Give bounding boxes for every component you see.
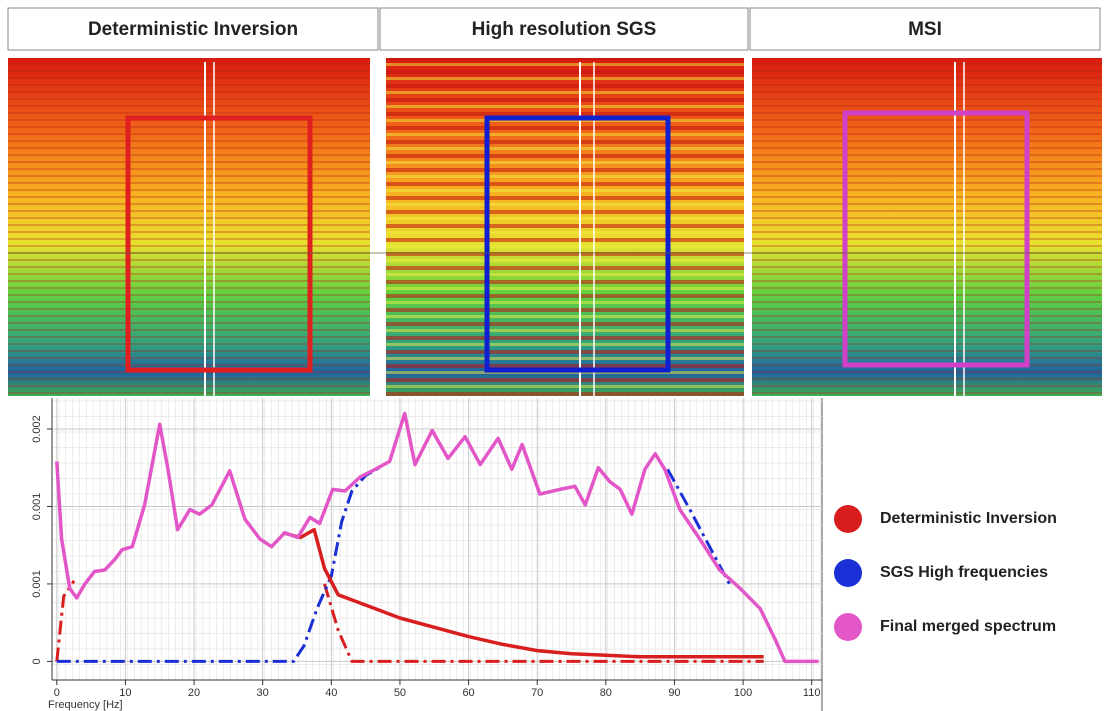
x-tick-label: 70 (531, 687, 543, 699)
x-tick-label: 80 (600, 687, 612, 699)
legend-label: SGS High frequencies (880, 564, 1048, 581)
chart-background (40, 398, 822, 711)
x-tick-label: 50 (394, 687, 406, 699)
x-tick-label: 100 (734, 687, 752, 699)
series-line (56, 466, 731, 663)
panel-header (379, 7, 749, 51)
legend-marker (834, 505, 862, 533)
x-tick-label: 40 (325, 687, 337, 699)
y-tick-label: 0.002 (31, 415, 43, 443)
series-line (55, 579, 764, 663)
seismic-panel (8, 58, 370, 396)
panel-header (749, 7, 1101, 51)
x-tick-label: 60 (462, 687, 474, 699)
y-tick-label: 0.001 (31, 570, 43, 598)
panel-title: Deterministic Inversion (88, 19, 298, 40)
legend-marker (834, 613, 862, 641)
seismic-panel (386, 58, 744, 396)
x-tick-label: 30 (257, 687, 269, 699)
panel-title: MSI (908, 19, 942, 40)
legend-marker (834, 559, 862, 587)
x-tick-label: 110 (803, 687, 821, 699)
plot: 0 10 20 30 40 50 60 70 80 90 100 110 0 0.001 0.001 0.00… (31, 398, 822, 711)
y-tick-label: 0.001 (31, 493, 43, 521)
series-line (282, 527, 764, 659)
x-tick-label: 20 (188, 687, 200, 699)
x-tick-label: 10 (119, 687, 131, 699)
x-tick-label: 90 (668, 687, 680, 699)
seismic-panel (752, 58, 1102, 396)
legend-label: Final merged spectrum (880, 618, 1056, 635)
y-tick-label: 0 (31, 658, 43, 664)
series-line (55, 411, 819, 664)
x-axis-label: Frequency [Hz] (48, 699, 123, 711)
panel-header (7, 7, 379, 51)
panel-title: High resolution SGS (472, 19, 657, 40)
legend-label: Deterministic Inversion (880, 510, 1057, 527)
x-tick-label: 0 (54, 687, 60, 699)
